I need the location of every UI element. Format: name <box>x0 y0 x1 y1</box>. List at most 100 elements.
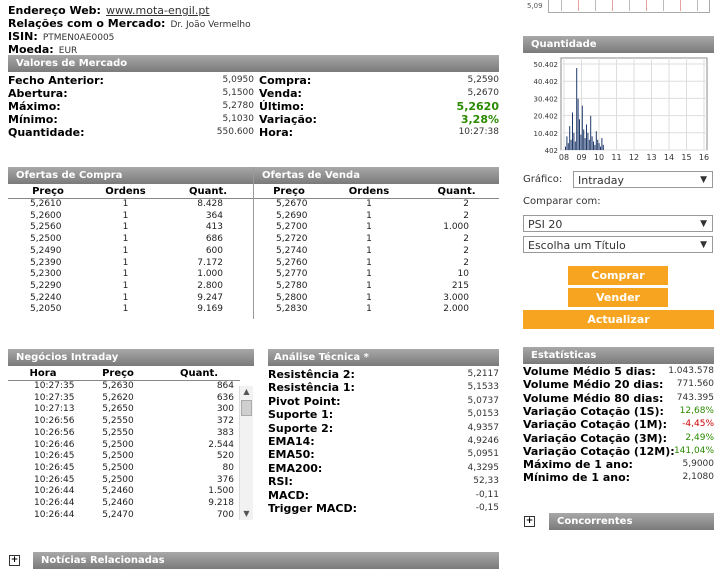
table-cell: 2 <box>463 257 469 268</box>
competitors-header[interactable]: Concorrentes <box>549 513 714 530</box>
table-cell: 5,2460 <box>102 486 134 497</box>
statistic-row: Variação Cotação (12M): 141,04% <box>523 445 714 458</box>
market-value-label: Venda: <box>259 87 302 100</box>
market-value-label: Abertura: <box>8 87 68 100</box>
quantity-y-tick: 20.402 <box>534 113 559 121</box>
expand-news-icon[interactable]: + <box>9 555 20 566</box>
compare-index-select[interactable]: PSI 20 ▼ <box>523 215 713 232</box>
investor-relations-value: Dr. João Vermelho <box>170 20 251 30</box>
technical-indicator-label: Suporte 2: <box>268 421 334 435</box>
technical-indicator-row: RSI: 52,33 <box>268 475 499 488</box>
technical-indicator-label: Pivot Point: <box>268 394 341 408</box>
table-cell: 636 <box>216 392 234 403</box>
scroll-down-arrow[interactable]: ▼ <box>243 509 250 518</box>
price-gridline <box>697 0 698 11</box>
website-link[interactable]: www.mota-engil.pt <box>106 4 210 17</box>
technical-indicator-row: EMA200: 4,3295 <box>268 462 499 475</box>
technical-indicator-row: MACD: -0,11 <box>268 489 499 502</box>
sell-offer-row: 5,2690 1 2 <box>254 211 499 223</box>
table-cell: 5,2720 <box>276 234 308 245</box>
table-cell: 5,2700 <box>276 222 308 233</box>
quantity-bar <box>597 139 599 150</box>
table-cell: 300 <box>216 404 234 415</box>
statistic-row: Mínimo de 1 ano: 2,1080 <box>523 471 714 484</box>
statistic-value: 743.395 <box>676 392 714 403</box>
statistic-value: 5,9000 <box>682 459 715 470</box>
table-cell: 10:26:45 <box>34 451 75 462</box>
scroll-thumb[interactable] <box>241 400 252 416</box>
table-cell: 5,2670 <box>276 199 308 209</box>
price-gridline <box>680 0 681 11</box>
table-cell: 10:26:44 <box>34 509 75 520</box>
market-value-label: Variação: <box>259 113 317 126</box>
quantity-x-tick: 10 <box>594 153 604 162</box>
table-header-row: Hora Preço Quant. <box>8 366 240 381</box>
technical-indicator-label: Resistência 2: <box>268 368 355 381</box>
technical-indicator-row: Trigger MACD: -0,15 <box>268 502 499 515</box>
buy-offer-row: 5,2600 1 364 <box>8 211 253 223</box>
intraday-trades-scrollarea[interactable]: Hora Preço Quant. 10:27:35 5,2630 864 10:27:35… <box>8 366 254 522</box>
table-cell: 5,2300 <box>30 269 62 280</box>
buy-offer-row: 5,2500 1 686 <box>8 234 253 246</box>
quantity-bar <box>593 141 594 150</box>
technical-indicator-value: 5,0737 <box>467 395 500 406</box>
quantity-bar <box>577 98 579 150</box>
buy-offer-row: 5,2240 1 9.247 <box>8 293 253 305</box>
table-cell: 215 <box>451 280 469 291</box>
table-cell: 9.169 <box>197 304 223 315</box>
statistic-row: Volume Médio 20 dias: 771.560 <box>523 378 714 391</box>
buy-button[interactable]: Comprar <box>568 266 668 285</box>
quantity-x-tick: 09 <box>576 153 586 162</box>
company-info: Endereço Web: www.mota-engil.pt Relações… <box>8 2 308 56</box>
price-gridline <box>578 0 579 11</box>
intraday-trades-header: Negócios Intraday <box>8 349 254 366</box>
quantity-bar <box>587 132 589 150</box>
buy-offer-row: 5,2560 1 413 <box>8 222 253 234</box>
chart-type-select[interactable]: Intraday ▼ <box>573 171 713 188</box>
table-cell: 520 <box>216 451 234 462</box>
quantity-header: Quantidade <box>523 36 714 53</box>
sell-button[interactable]: Vender <box>568 288 668 307</box>
quantity-x-tick: 13 <box>646 153 656 162</box>
scroll-up-arrow[interactable]: ▲ <box>243 387 250 396</box>
table-header-row: Preço Ordens Quant. <box>254 184 499 199</box>
table-cell: 10:26:56 <box>34 416 75 427</box>
compare-stock-select[interactable]: Escolha um Título ▼ <box>523 236 713 253</box>
statistic-label: Variação Cotação (1S): <box>523 404 664 418</box>
column-header: Quant. <box>163 184 253 199</box>
technical-indicator-label: EMA200: <box>268 461 323 475</box>
market-value-row: Fecho Anterior: 5,0950 <box>8 74 254 87</box>
table-cell: 10:27:35 <box>34 392 75 403</box>
chevron-down-icon: ▼ <box>700 240 707 250</box>
table-cell: 1 <box>122 234 129 245</box>
compare-label: Comparar com: <box>523 196 601 207</box>
technical-indicator-value: -0,11 <box>475 489 499 500</box>
expand-competitors-icon[interactable]: + <box>524 516 535 527</box>
technical-indicator-label: RSI: <box>268 475 293 489</box>
sell-offer-row: 5,2770 1 10 <box>254 269 499 281</box>
technical-indicator-label: Trigger MACD: <box>268 502 358 515</box>
technical-indicator-value: 5,2117 <box>467 369 500 379</box>
quantity-bar <box>573 132 575 150</box>
statistic-value: 141,04% <box>673 445 714 456</box>
table-cell: 10:26:45 <box>34 462 75 473</box>
table-cell: 5,2620 <box>102 392 134 403</box>
quantity-bar <box>567 143 569 150</box>
table-cell: 5,2460 <box>102 498 134 509</box>
market-value-value: 5,1500 <box>222 88 255 98</box>
intraday-trades-table: Hora Preço Quant. 10:27:35 5,2630 864 10:27:35… <box>8 366 240 521</box>
technical-indicator-row: Suporte 1: 5,0153 <box>268 408 499 421</box>
table-cell: 1 <box>122 269 129 280</box>
table-cell: 1 <box>366 222 372 233</box>
statistic-label: Volume Médio 80 dias: <box>523 391 664 405</box>
quantity-bar <box>594 144 596 150</box>
trade-row: 10:27:13 5,2650 300 <box>8 404 240 416</box>
table-cell: 5,2610 <box>30 199 62 209</box>
table-cell: 5,2500 <box>102 439 134 450</box>
update-button[interactable]: Actualizar <box>523 310 714 329</box>
related-news-header[interactable]: Notícias Relacionadas <box>33 552 499 569</box>
trade-row: 10:27:35 5,2620 636 <box>8 393 240 405</box>
chart-label: Gráfico: <box>523 174 563 185</box>
scrollbar[interactable]: ▲ ▼ <box>239 386 253 520</box>
